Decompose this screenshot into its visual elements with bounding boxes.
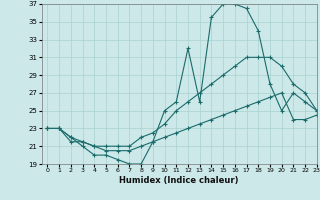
X-axis label: Humidex (Indice chaleur): Humidex (Indice chaleur)	[119, 176, 239, 185]
